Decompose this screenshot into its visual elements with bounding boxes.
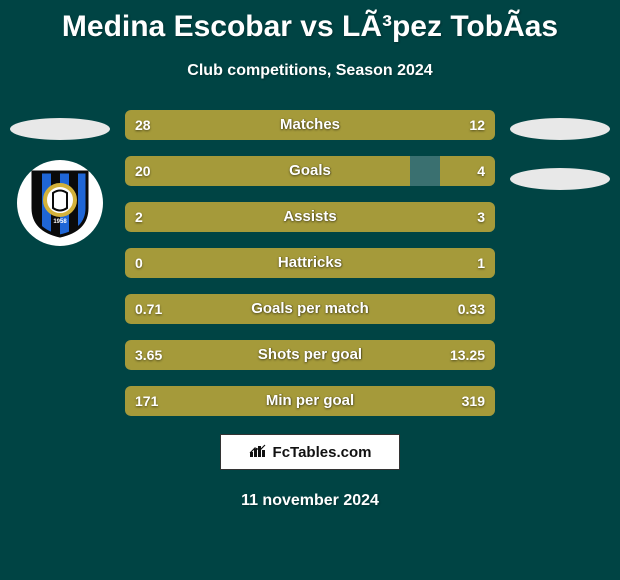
bar-right-fill [125,248,495,278]
site-logo: FcTables.com [220,434,400,470]
left-country-ellipse [10,118,110,140]
chart-icon [249,444,267,461]
left-club-badge: 1958 [17,160,103,246]
stat-row: 171319Min per goal [125,386,495,416]
stat-row: 2812Matches [125,110,495,140]
shield-icon: 1958 [29,168,91,238]
right-player-badges [510,110,610,190]
stat-row: 204Goals [125,156,495,186]
badge-year: 1958 [53,219,67,225]
page-title: Medina Escobar vs LÃ³pez TobÃ­as [0,0,620,44]
page-subtitle: Club competitions, Season 2024 [0,62,620,80]
bar-left-fill [125,386,255,416]
site-logo-text: FcTables.com [273,444,372,461]
left-player-badges: 1958 [10,110,110,246]
comparison-content: 1958 2812Matches 204Goals 23Assists 01Hattr… [0,110,620,416]
bar-right-fill [206,340,495,370]
bar-right-fill [384,110,495,140]
stat-row: 01Hattricks [125,248,495,278]
stat-row: 3.6513.25Shots per goal [125,340,495,370]
bar-right-fill [255,386,496,416]
stat-row: 0.710.33Goals per match [125,294,495,324]
footer-date: 11 november 2024 [0,492,620,510]
bar-right-fill [273,202,495,232]
right-country-ellipse [510,118,610,140]
bar-left-fill [125,110,384,140]
bar-left-fill [125,202,273,232]
bar-left-fill [125,340,206,370]
bar-left-fill [125,156,410,186]
bar-right-fill [377,294,495,324]
right-club-ellipse [510,168,610,190]
bar-left-fill [125,294,377,324]
stat-bars: 2812Matches 204Goals 23Assists 01Hattricks 0… [125,110,495,416]
stat-row: 23Assists [125,202,495,232]
bar-right-fill [440,156,496,186]
